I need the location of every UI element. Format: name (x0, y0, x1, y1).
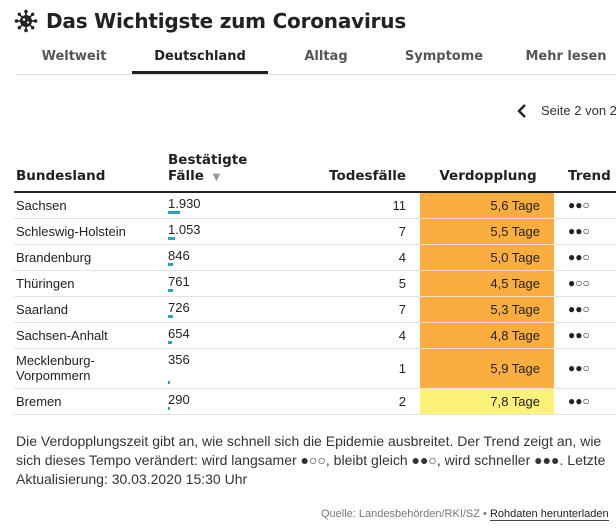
cell-trend: ●●○ (554, 296, 616, 323)
chevron-left-icon[interactable] (515, 103, 529, 118)
cell-state: Sachsen-Anhalt (14, 322, 166, 349)
cases-value: 654 (168, 325, 190, 341)
tab-deutschland[interactable]: Deutschland (132, 44, 268, 74)
tab-alltag[interactable]: Alltag (304, 49, 348, 64)
table-row: Brandenburg 846 4 5,0 Tage ●●○ (14, 244, 616, 271)
table-header-row: Bundesland Bestätigte Fälle ▼ Todesfälle… (14, 148, 616, 193)
cell-deaths: 7 (300, 218, 420, 245)
tab-mehr-lesen[interactable]: Mehr lesen (525, 49, 607, 64)
table-row: Mecklenburg- Vorpommern 356 1 5,9 Tage ●●○ (14, 348, 616, 389)
cell-cases: 1.930 (166, 192, 300, 219)
source-line: Quelle: Landesbehörden/RKI/SZ • Rohdaten… (321, 508, 609, 521)
cell-deaths: 1 (300, 348, 420, 389)
cases-value: 761 (168, 273, 190, 289)
cell-state: Brandenburg (14, 244, 166, 271)
cases-value: 290 (168, 391, 190, 407)
source-text: Quelle: Landesbehörden/RKI/SZ • (321, 508, 487, 520)
table-row: Saarland 726 7 5,3 Tage ●●○ (14, 296, 616, 323)
cell-doubling: 5,5 Tage (420, 218, 554, 245)
cell-deaths: 11 (300, 192, 420, 219)
cell-cases: 654 (166, 322, 300, 349)
section-tabs: Weltweit Deutschland Alltag Symptome Meh… (16, 44, 616, 75)
table-row: Bremen 290 2 7,8 Tage ●●○ (14, 388, 616, 415)
cell-trend: ●○○ (554, 270, 616, 297)
cell-cases: 290 (166, 388, 300, 415)
cell-state: Thüringen (14, 270, 166, 297)
cell-state: Saarland (14, 296, 166, 323)
cell-state-line2: Vorpommern (16, 368, 91, 383)
header-cases-line1: Bestätigte (168, 152, 248, 168)
header-cases[interactable]: Bestätigte Fälle ▼ (166, 148, 300, 193)
cell-cases: 356 (166, 348, 300, 389)
pagination: Seite 2 von 2 (515, 103, 616, 118)
table-row: Thüringen 761 5 4,5 Tage ●○○ (14, 270, 616, 297)
cell-cases: 1.053 (166, 218, 300, 245)
cases-bar (168, 340, 173, 344)
cell-deaths: 7 (300, 296, 420, 323)
cell-doubling: 5,3 Tage (420, 296, 554, 323)
cases-bar (168, 262, 174, 266)
virus-icon (14, 9, 38, 33)
header-doubling[interactable]: Verdopplung (420, 148, 554, 193)
cases-bar (168, 406, 170, 410)
tab-weltweit[interactable]: Weltweit (41, 49, 107, 64)
page-title: Das Wichtigste zum Coronavirus (46, 9, 407, 33)
cell-deaths: 5 (300, 270, 420, 297)
cell-trend: ●●○ (554, 388, 616, 415)
cases-value: 356 (168, 351, 190, 367)
cell-cases: 846 (166, 244, 300, 271)
cell-doubling: 4,5 Tage (420, 270, 554, 297)
cell-doubling: 5,6 Tage (420, 192, 554, 219)
cell-trend: ●●○ (554, 322, 616, 349)
cell-doubling: 7,8 Tage (420, 388, 554, 415)
cases-value: 1.053 (168, 221, 201, 237)
download-raw-data-link[interactable]: Rohdaten herunterladen (489, 508, 609, 521)
cases-value: 1.930 (168, 196, 201, 211)
cases-table: Bundesland Bestätigte Fälle ▼ Todesfälle… (14, 148, 616, 415)
header-deaths[interactable]: Todesfälle (300, 148, 420, 193)
cases-bar (168, 314, 173, 318)
cell-cases: 726 (166, 296, 300, 323)
table-row: Sachsen-Anhalt 654 4 4,8 Tage ●●○ (14, 322, 616, 349)
cases-bar (168, 236, 175, 240)
cell-deaths: 4 (300, 244, 420, 271)
cases-bar (168, 288, 173, 292)
table-row: Sachsen 1.930 11 5,6 Tage ●●○ (14, 192, 616, 219)
sort-descending-icon[interactable]: ▼ (212, 172, 221, 183)
cases-value: 846 (168, 247, 190, 263)
cell-doubling: 5,0 Tage (420, 244, 554, 271)
explanation-note: Die Verdopplungszeit gibt an, wie schnel… (16, 433, 606, 487)
cell-state: Bremen (14, 388, 166, 415)
cell-doubling: 5,9 Tage (420, 348, 554, 389)
cell-trend: ●●○ (554, 244, 616, 271)
cell-state: Mecklenburg- Vorpommern (14, 348, 166, 389)
cell-cases: 761 (166, 270, 300, 297)
header-trend[interactable]: Trend (554, 148, 616, 193)
cases-bar (168, 210, 180, 214)
cell-trend: ●●○ (554, 192, 616, 219)
header-cases-line2: Fälle (168, 168, 204, 184)
cases-bar (168, 380, 171, 384)
cell-state-line1: Mecklenburg- (16, 353, 95, 368)
cell-trend: ●●○ (554, 348, 616, 389)
cell-doubling: 4,8 Tage (420, 322, 554, 349)
cell-state: Sachsen (14, 192, 166, 219)
page-header: Das Wichtigste zum Coronavirus (14, 6, 406, 36)
table-row: Schleswig-Holstein 1.053 7 5,5 Tage ●●○ (14, 218, 616, 245)
cell-deaths: 2 (300, 388, 420, 415)
cases-value: 726 (168, 299, 190, 315)
header-state[interactable]: Bundesland (14, 148, 166, 193)
cell-state: Schleswig-Holstein (14, 218, 166, 245)
cell-trend: ●●○ (554, 218, 616, 245)
cell-deaths: 4 (300, 322, 420, 349)
page-indicator: Seite 2 von 2 (541, 103, 616, 118)
tab-symptome[interactable]: Symptome (404, 49, 484, 64)
